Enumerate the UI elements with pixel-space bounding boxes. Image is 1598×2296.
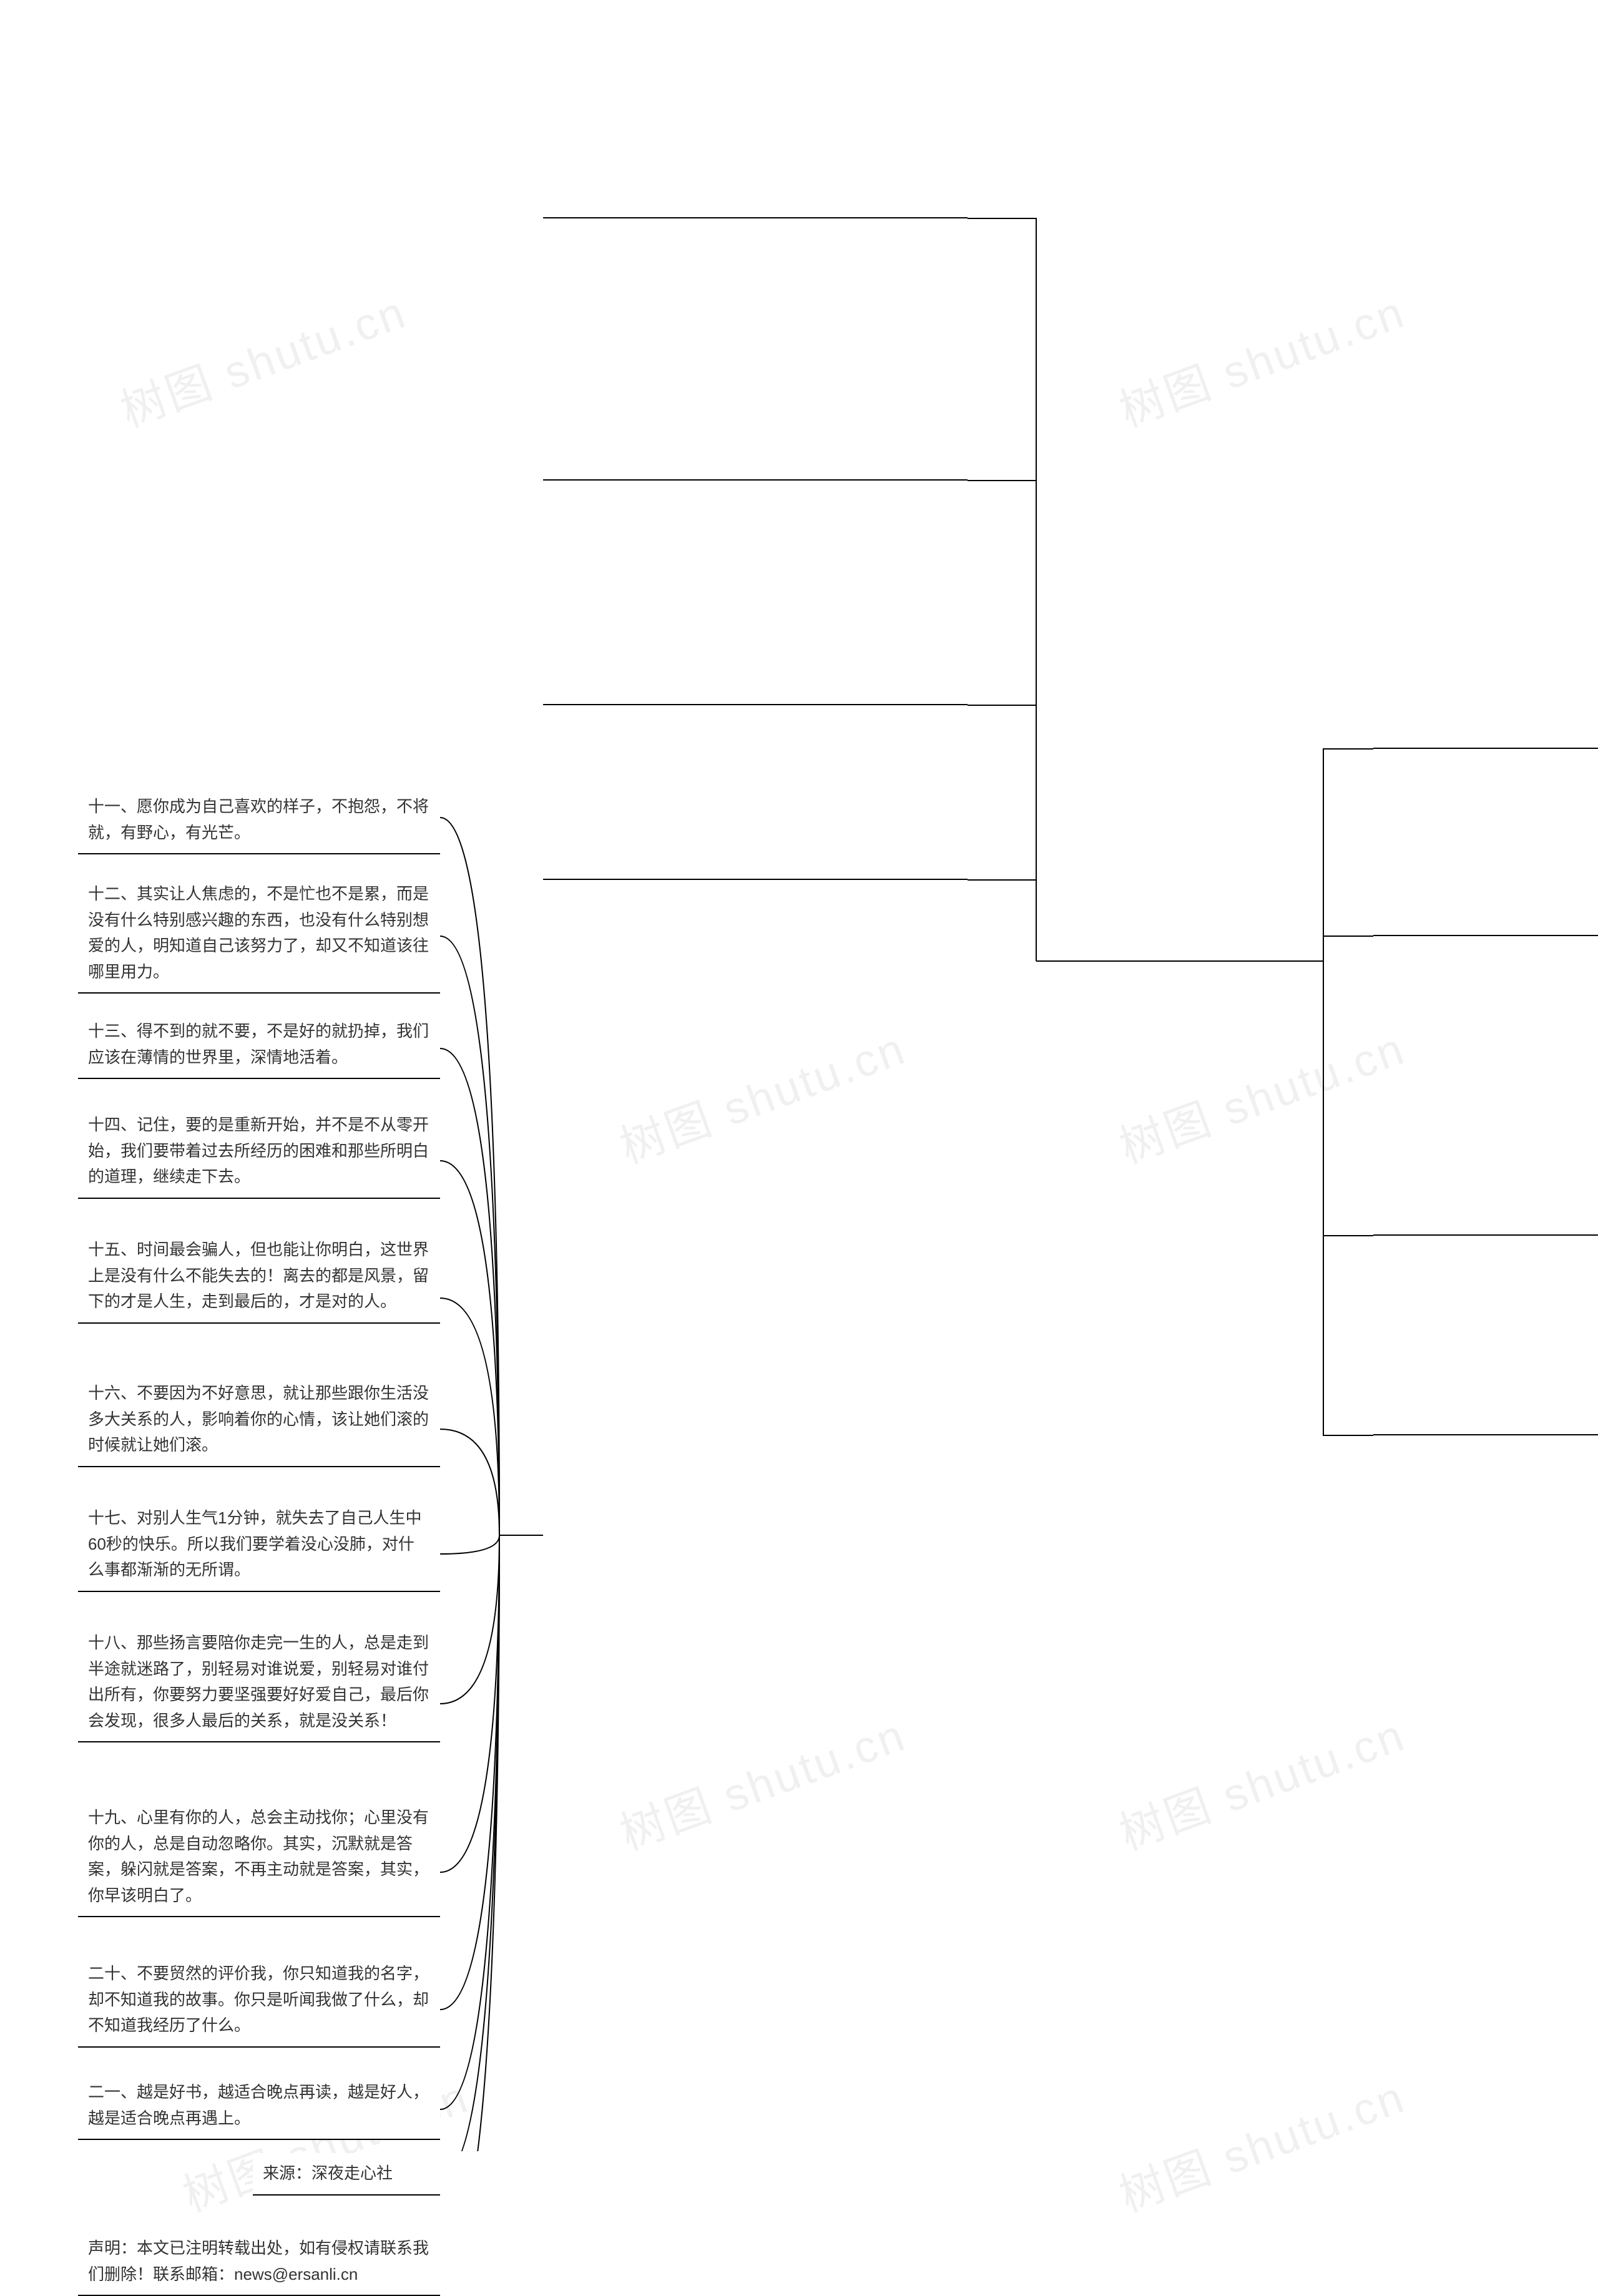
tree-node: 十七、对别人生气1分钟，就失去了自己人生中60秒的快乐。所以我们要学着没心没肺，…	[78, 1498, 440, 1592]
tree-node: 十八、那些扬言要陪你走完一生的人，总是走到半途就迷路了，别轻易对谁说爱，别轻易对…	[78, 1623, 440, 1742]
tree-node: 十一、愿你成为自己喜欢的样子，不抱怨，不将就，有野心，有光芒。	[78, 786, 440, 854]
watermark: 树图 shutu.cn	[610, 1012, 914, 1176]
tree-node: 十二、其实让人焦虑的，不是忙也不是累，而是没有什么特别感兴趣的东西，也没有什么特…	[78, 874, 440, 994]
tree-node: 十五、时间最会骗人，但也能让你明白，这世界上是没有什么不能失去的！离去的都是风景…	[78, 1229, 440, 1324]
tree-node-empty	[543, 125, 968, 218]
watermark: 树图 shutu.cn	[1109, 275, 1413, 439]
tree-node-empty	[1373, 1311, 1598, 1435]
mindmap-container: 树图 shutu.cn 树图 shutu.cn 树图 shutu.cn 树图 s…	[0, 0, 1598, 2151]
tree-node-empty	[1373, 624, 1598, 749]
tree-node: 十三、得不到的就不要，不是好的就扔掉，我们应该在薄情的世界里，深情地活着。	[78, 1011, 440, 1079]
tree-node: 十九、心里有你的人，总会主动找你；心里没有你的人，总是自动忽略你。其实，沉默就是…	[78, 1797, 440, 1917]
tree-node: 二一、越是好书，越适合晚点再读，越是好人，越是适合晚点再遇上。	[78, 2072, 440, 2140]
tree-node-source: 来源：深夜走心社	[253, 2153, 440, 2196]
tree-node-empty	[543, 786, 968, 880]
tree-node: 十四、记住，要的是重新开始，并不是不从零开始，我们要带着过去所经历的困难和那些所…	[78, 1105, 440, 1199]
tree-node-disclaimer: 声明：本文已注明转载出处，如有侵权请联系我们删除！联系邮箱：news@ersan…	[78, 2228, 440, 2296]
tree-node-empty	[1373, 811, 1598, 936]
tree-node: 十六、不要因为不好意思，就让那些跟你生活没多大关系的人，影响着你的心情，该让她们…	[78, 1373, 440, 1467]
watermark: 树图 shutu.cn	[1109, 1698, 1413, 1862]
tree-node-empty	[1373, 1111, 1598, 1236]
tree-node: 二十、不要贸然的评价我，你只知道我的名字，却不知道我的故事。你只是听闻我做了什么…	[78, 1953, 440, 2048]
tree-node-empty	[543, 387, 968, 481]
watermark: 树图 shutu.cn	[610, 1698, 914, 1862]
watermark: 树图 shutu.cn	[110, 275, 414, 439]
watermark: 树图 shutu.cn	[1109, 2060, 1413, 2224]
watermark: 树图 shutu.cn	[1109, 1012, 1413, 1176]
tree-node-empty	[543, 612, 968, 705]
